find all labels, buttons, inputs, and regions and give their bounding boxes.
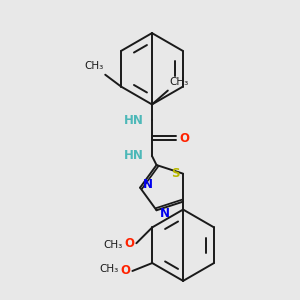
- Text: CH₃: CH₃: [170, 76, 189, 87]
- Text: HN: HN: [124, 149, 144, 162]
- Text: O: O: [180, 132, 190, 145]
- Text: CH₃: CH₃: [99, 264, 119, 274]
- Text: N: N: [159, 207, 170, 220]
- Text: CH₃: CH₃: [103, 240, 122, 250]
- Text: N: N: [143, 178, 153, 191]
- Text: HN: HN: [124, 114, 144, 127]
- Text: O: O: [120, 265, 130, 278]
- Text: O: O: [124, 237, 134, 250]
- Text: S: S: [171, 167, 179, 180]
- Text: CH₃: CH₃: [84, 61, 103, 71]
